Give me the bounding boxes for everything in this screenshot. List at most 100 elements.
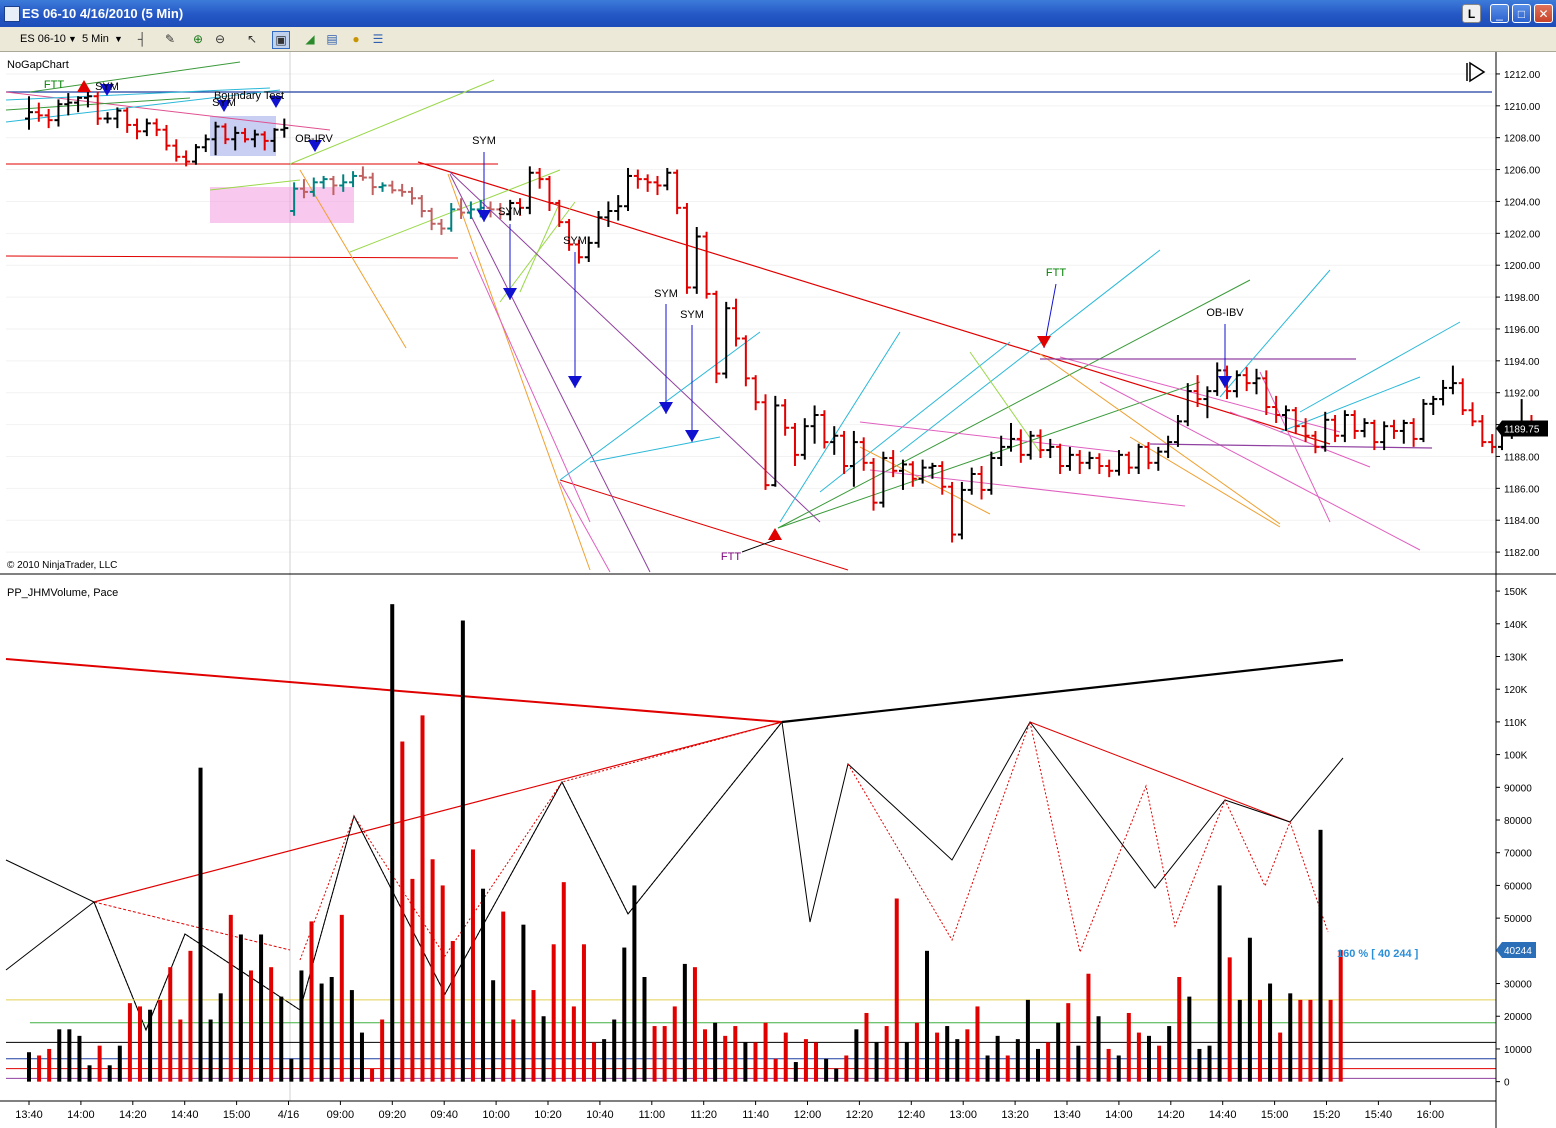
trendline (1039, 353, 1281, 525)
trendline (29, 61, 241, 93)
crosshair-icon[interactable]: ▣ (272, 31, 290, 49)
price-bar (1370, 419, 1379, 451)
price-bar (712, 290, 721, 384)
price-bar (1311, 430, 1320, 454)
zigzag-line (299, 721, 783, 961)
price-tick-label: 1202.00 (1504, 229, 1541, 240)
volume-bar (148, 1009, 153, 1082)
pencil-icon[interactable]: ✎ (164, 32, 176, 46)
trendline (449, 173, 651, 573)
volume-bar (773, 1058, 778, 1082)
instrument-selector[interactable]: ES 06-10 (20, 33, 66, 45)
price-bar (241, 128, 250, 143)
price-bar (290, 182, 299, 216)
volume-bar (1086, 973, 1091, 1082)
data-box-icon[interactable]: ▤ (326, 32, 338, 46)
volume-bar (1167, 1026, 1172, 1082)
annotation-label: FTT (1046, 267, 1066, 279)
volume-bars (27, 604, 1343, 1082)
time-tick-label: 10:00 (482, 1109, 510, 1121)
annotation-label: Boundary Test (214, 90, 284, 102)
volume-tick-label: 30000 (1504, 980, 1532, 991)
zoom-in-icon[interactable]: ⊕ (192, 32, 204, 46)
price-bar (506, 199, 515, 221)
volume-bar (1015, 1039, 1020, 1082)
price-tick-label: 1208.00 (1504, 134, 1541, 145)
cursor-icon[interactable]: ↖ (246, 32, 258, 46)
link-button[interactable]: L (1462, 4, 1481, 23)
price-bar (44, 109, 53, 129)
zoom-out-icon[interactable]: ⊖ (214, 32, 226, 46)
price-bar (849, 430, 858, 487)
volume-bar (1298, 999, 1303, 1082)
volume-bar (1177, 976, 1182, 1082)
trendline (859, 421, 1121, 453)
trendline (5, 89, 281, 123)
volume-bar (1096, 1016, 1101, 1082)
volume-bar (1116, 1055, 1121, 1082)
volume-tick-label: 50000 (1504, 914, 1532, 925)
volume-bar (783, 1032, 788, 1082)
volume-bar (289, 1058, 294, 1082)
bars-icon[interactable]: ┤ (137, 32, 147, 46)
volume-bar (269, 967, 274, 1082)
interval-dropdown-icon[interactable]: ▼ (114, 34, 123, 44)
price-bar (790, 422, 799, 467)
volume-bar (945, 1026, 950, 1082)
volume-panel-label: PP_JHMVolume, Pace (7, 587, 118, 599)
volume-bar (985, 1055, 990, 1082)
volume-trendline (5, 901, 95, 971)
price-bar (260, 131, 269, 151)
interval-selector[interactable]: 5 Min (82, 33, 109, 45)
chart-style-icon[interactable]: ◢ (305, 32, 315, 46)
volume-bar (622, 947, 627, 1082)
price-bar (466, 201, 475, 219)
price-bar (594, 211, 603, 248)
volume-bar (864, 1012, 869, 1082)
volume-bar (753, 1042, 758, 1082)
price-bar (142, 118, 151, 137)
instrument-dropdown-icon[interactable]: ▼ (68, 34, 77, 44)
volume-tick-label: 140K (1504, 620, 1528, 631)
strategy-icon[interactable]: ● (352, 32, 360, 46)
volume-bar (1288, 993, 1293, 1082)
close-button[interactable]: ✕ (1534, 4, 1553, 23)
trendline (859, 446, 991, 515)
price-bar (407, 187, 416, 205)
volume-tick-label: 80000 (1504, 816, 1532, 827)
trendline (1059, 356, 1341, 433)
volume-bar (1217, 885, 1222, 1082)
range-box (210, 187, 354, 223)
volume-tick-label: 120K (1504, 685, 1528, 696)
scroll-end-icon[interactable] (1466, 61, 1486, 83)
price-bar (1331, 415, 1340, 443)
price-bar (525, 166, 534, 215)
price-bar (339, 174, 348, 192)
volume-bar (652, 1026, 657, 1082)
volume-bar (107, 1065, 112, 1082)
volume-bar (420, 715, 425, 1082)
price-bar (938, 461, 947, 495)
volume-bar (228, 914, 233, 1082)
time-tick-label: 4/16 (278, 1109, 299, 1121)
volume-bar (1257, 999, 1262, 1082)
price-bar (191, 144, 200, 165)
price-tick-label: 1196.00 (1504, 325, 1540, 336)
price-bar (83, 89, 92, 108)
minimize-button[interactable]: _ (1490, 4, 1509, 23)
trendline (299, 169, 407, 349)
volume-bar (359, 1032, 364, 1082)
last-volume-label: 40244 (1504, 946, 1532, 957)
maximize-button[interactable]: □ (1512, 4, 1531, 23)
properties-icon[interactable]: ☰ (372, 32, 384, 46)
price-bar (1203, 386, 1212, 419)
volume-bar (672, 1006, 677, 1082)
annotation-label: SYM (498, 206, 522, 218)
price-bar (25, 96, 33, 130)
volume-bar (1197, 1048, 1202, 1082)
trendline (779, 331, 901, 523)
price-bar (1007, 422, 1015, 452)
volume-bar (551, 944, 556, 1082)
price-bar (1213, 362, 1222, 396)
